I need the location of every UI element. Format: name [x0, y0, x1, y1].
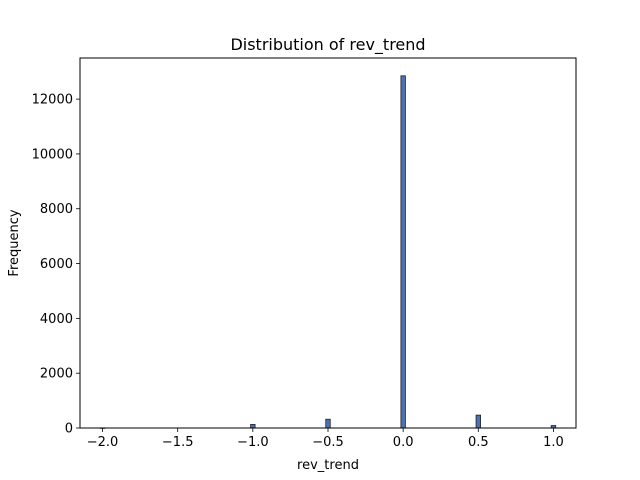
- histogram-bar: [400, 75, 406, 429]
- x-tick-label: −0.5: [312, 435, 344, 450]
- y-tick-label: 4000: [40, 312, 73, 327]
- x-tick-label: −2.0: [87, 435, 119, 450]
- y-tick-label: 6000: [40, 257, 73, 272]
- y-tick-label: 12000: [32, 93, 73, 108]
- x-axis-ticks: −2.0 −1.5 −1.0 −0.5 0.0 0.5 1.0: [87, 428, 564, 450]
- y-tick-label: 2000: [40, 367, 73, 382]
- x-tick-label: 0.5: [468, 435, 489, 450]
- x-tick-label: 1.0: [543, 435, 564, 450]
- chart-title: Distribution of rev_trend: [230, 35, 425, 55]
- histogram-bar: [475, 414, 481, 429]
- x-tick-label: −1.5: [162, 435, 194, 450]
- x-tick-label: 0.0: [393, 435, 414, 450]
- histogram-bar: [250, 424, 256, 429]
- y-tick-label: 8000: [40, 202, 73, 217]
- y-tick-label: 0: [65, 422, 73, 437]
- histogram-bar: [325, 418, 331, 429]
- x-tick-label: −1.0: [237, 435, 269, 450]
- y-axis-ticks: 0 2000 4000 6000 8000 10000 12000: [32, 93, 80, 437]
- y-axis-label: Frequency: [7, 209, 22, 276]
- y-tick-label: 10000: [32, 147, 73, 162]
- x-axis-label: rev_trend: [297, 458, 359, 473]
